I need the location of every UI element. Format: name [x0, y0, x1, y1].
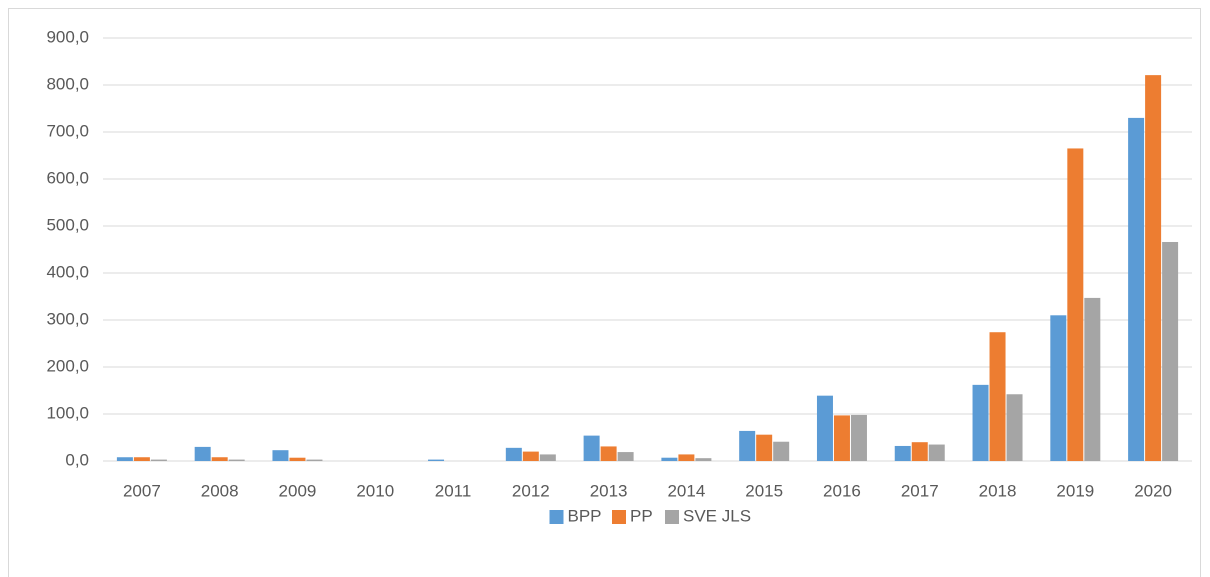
bar	[306, 459, 323, 461]
x-tick-label: 2013	[590, 481, 628, 500]
bar	[1006, 394, 1023, 461]
x-tick-label: 2014	[667, 481, 705, 500]
bar	[739, 430, 756, 461]
y-tick-label: 500,0	[46, 215, 89, 234]
y-tick-label: 300,0	[46, 309, 89, 328]
legend-label: BPP	[568, 506, 602, 525]
bar	[1162, 241, 1179, 461]
chart-frame	[8, 8, 1201, 577]
bar	[972, 384, 989, 461]
bar	[539, 454, 556, 461]
bar	[617, 452, 634, 461]
bar	[1067, 148, 1084, 461]
x-tick-label: 2009	[279, 481, 317, 500]
bar	[211, 457, 228, 461]
bar	[756, 434, 773, 461]
x-tick-label: 2015	[745, 481, 783, 500]
x-tick-label: 2012	[512, 481, 550, 500]
x-tick-label: 2020	[1134, 481, 1172, 500]
bar	[1128, 117, 1145, 462]
y-tick-label: 200,0	[46, 356, 89, 375]
bar	[661, 457, 678, 461]
bar	[894, 445, 911, 461]
x-tick-label: 2016	[823, 481, 861, 500]
x-tick-label: 2011	[435, 481, 472, 500]
x-tick-label: 2018	[979, 481, 1017, 500]
y-tick-label: 800,0	[46, 74, 89, 93]
y-tick-label: 400,0	[46, 262, 89, 281]
y-tick-label: 100,0	[46, 403, 89, 422]
bar	[150, 459, 167, 461]
bar	[911, 442, 928, 461]
bar	[1050, 315, 1067, 461]
bar	[816, 395, 833, 461]
bar	[600, 446, 617, 461]
bar	[194, 446, 211, 461]
bar	[428, 459, 445, 461]
x-tick-label: 2017	[901, 481, 939, 500]
bar	[695, 458, 712, 461]
bar	[133, 457, 150, 461]
y-tick-label: 900,0	[46, 27, 89, 46]
bar	[116, 457, 133, 461]
x-tick-label: 2019	[1056, 481, 1094, 500]
legend-label: SVE JLS	[683, 506, 751, 525]
legend-label: PP	[630, 506, 653, 525]
x-tick-label: 2010	[356, 481, 394, 500]
bar	[773, 441, 790, 461]
bar	[833, 415, 850, 461]
bar	[522, 451, 539, 461]
bar	[228, 459, 245, 461]
bar	[850, 414, 867, 461]
bar	[272, 450, 289, 461]
bar	[928, 444, 945, 461]
bar	[989, 332, 1006, 461]
bar	[505, 447, 522, 461]
x-tick-label: 2007	[123, 481, 161, 500]
y-tick-label: 600,0	[46, 168, 89, 187]
bar	[289, 457, 306, 461]
y-tick-label: 0,0	[65, 450, 89, 469]
y-tick-label: 700,0	[46, 121, 89, 140]
legend-swatch	[549, 510, 564, 524]
bar	[583, 435, 600, 461]
x-tick-label: 2008	[201, 481, 239, 500]
bar	[1145, 75, 1162, 461]
legend-swatch	[612, 510, 626, 524]
legend-swatch	[665, 510, 679, 524]
bar	[678, 454, 695, 461]
bar	[1084, 297, 1101, 461]
